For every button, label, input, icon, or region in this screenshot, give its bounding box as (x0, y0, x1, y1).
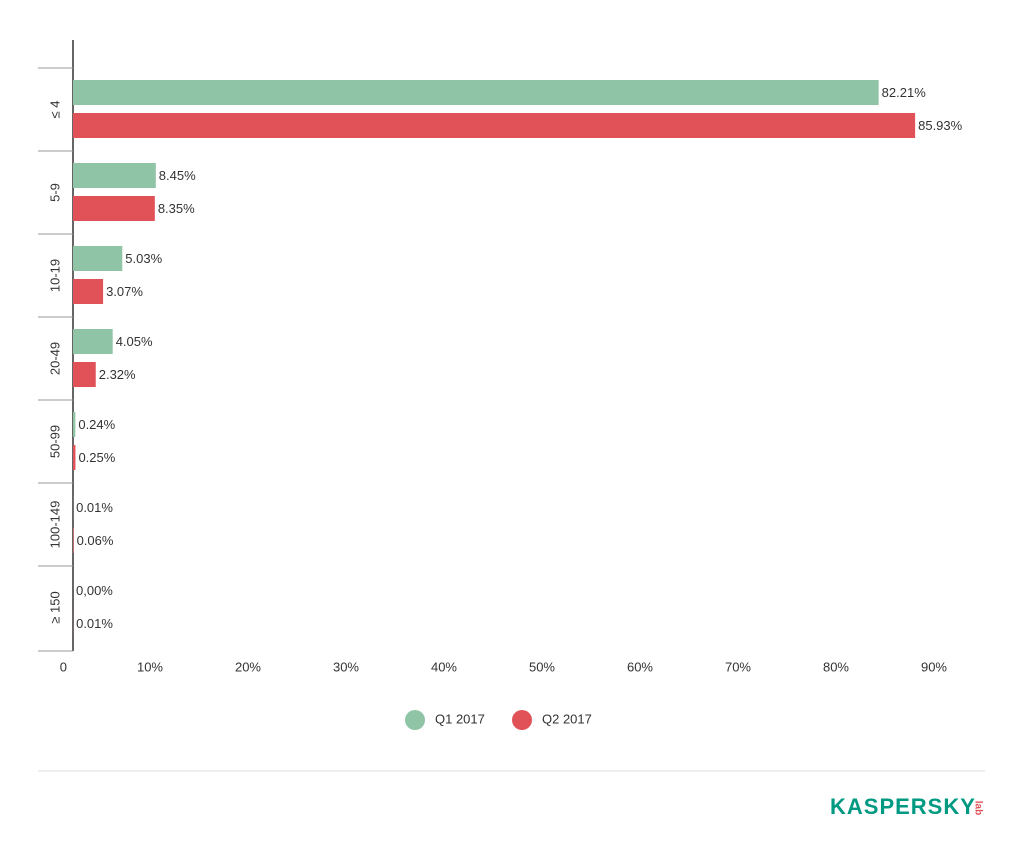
bar (73, 196, 155, 221)
bar (73, 362, 96, 387)
bar (73, 80, 879, 105)
y-tick-label: ≥ 150 (47, 591, 62, 623)
legend-marker (512, 710, 532, 730)
bar (73, 329, 113, 354)
value-label: 2.32% (99, 367, 136, 382)
bar (73, 246, 122, 271)
x-tick-label: 70% (725, 659, 751, 674)
bar (73, 279, 103, 304)
value-label: 0.01% (76, 616, 113, 631)
x-tick-label: 0 (60, 659, 67, 674)
y-tick-label: 10-19 (47, 259, 62, 292)
value-label: 0.24% (78, 417, 115, 432)
x-tick-label: 10% (137, 659, 163, 674)
value-label: 0,00% (76, 583, 113, 598)
x-tick-label: 20% (235, 659, 261, 674)
bar (73, 113, 915, 138)
y-tick-label: 20-49 (47, 342, 62, 375)
x-tick-label: 50% (529, 659, 555, 674)
value-label: 82.21% (882, 85, 927, 100)
legend-label: Q1 2017 (435, 711, 485, 726)
value-label: 0.25% (78, 450, 115, 465)
x-tick-label: 40% (431, 659, 457, 674)
y-tick-label: 5-9 (47, 183, 62, 202)
logo-text: KASPERSKY (830, 794, 976, 819)
legend-marker (405, 710, 425, 730)
x-tick-label: 30% (333, 659, 359, 674)
y-tick-label: ≤ 4 (47, 101, 62, 119)
y-tick-label: 50-99 (47, 425, 62, 458)
value-label: 0.01% (76, 500, 113, 515)
value-label: 5.03% (125, 251, 162, 266)
bar (73, 163, 156, 188)
bar (73, 412, 75, 437)
value-label: 4.05% (116, 334, 153, 349)
value-label: 3.07% (106, 284, 143, 299)
x-tick-label: 80% (823, 659, 849, 674)
value-label: 85.93% (918, 118, 963, 133)
logo: KASPERSKY lab (830, 794, 983, 819)
value-label: 0.06% (77, 533, 114, 548)
y-tick-label: 100-149 (47, 501, 62, 549)
value-label: 8.35% (158, 201, 195, 216)
logo-sub: lab (972, 801, 983, 815)
value-label: 8.45% (159, 168, 196, 183)
legend-label: Q2 2017 (542, 711, 592, 726)
x-tick-label: 90% (921, 659, 947, 674)
x-tick-label: 60% (627, 659, 653, 674)
bar (73, 445, 75, 470)
bar (73, 528, 74, 553)
